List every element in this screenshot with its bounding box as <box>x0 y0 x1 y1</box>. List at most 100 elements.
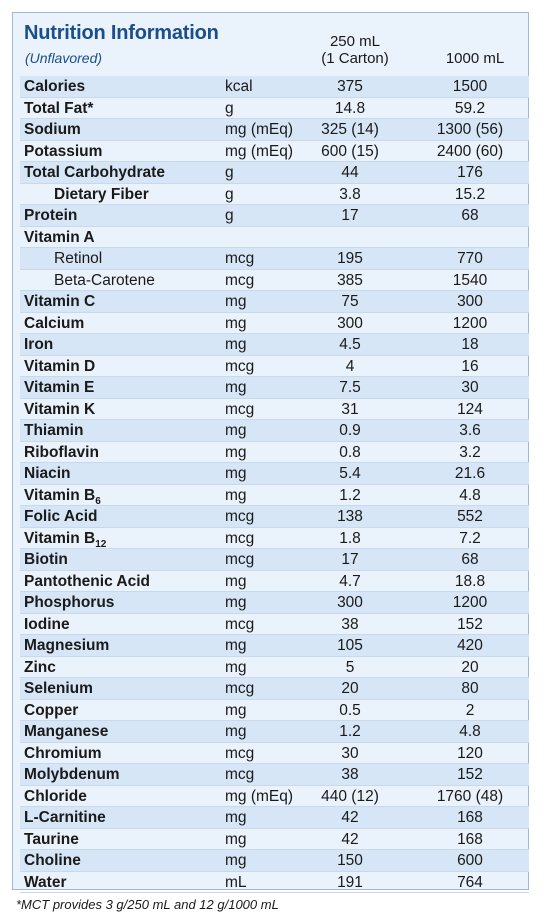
nutrition-table: Calories kcal 375 1500 Total Fat* g 14.8 59.2 So… <box>20 76 529 893</box>
value-1000ml: 18 <box>461 336 479 353</box>
value-1000ml: 764 <box>457 873 483 891</box>
nutrient-unit: mcg <box>225 551 255 568</box>
value-250ml: 4.7 <box>339 572 361 590</box>
nutrient-name: Selenium <box>24 680 93 697</box>
nutrient-unit: mg <box>225 809 247 826</box>
nutrient-unit: mg <box>225 314 247 332</box>
nutrient-name: Copper <box>24 701 79 719</box>
table-row: Vitamin K mcg 31 124 <box>20 399 529 420</box>
nutrient-unit: mg <box>225 486 247 504</box>
nutrient-name: Phosphorus <box>24 594 115 611</box>
value-1000ml: 59.2 <box>454 99 486 117</box>
value-250ml: 44 <box>341 164 359 181</box>
nutrient-unit: mL <box>225 873 247 891</box>
nutrient-unit: mcg <box>225 529 255 547</box>
page-title: Nutrition Information <box>24 22 219 44</box>
table-row: Biotin mcg 17 68 <box>20 549 529 571</box>
table-row: Total Carbohydrate g 44 176 <box>20 162 529 184</box>
table-row: Phosphorus mg 300 1200 <box>20 592 529 614</box>
nutrient-name: Vitamin A <box>24 228 95 246</box>
value-250ml: 4.5 <box>339 336 361 353</box>
value-250ml: 3.8 <box>339 185 361 203</box>
nutrient-unit: mg <box>225 701 247 719</box>
nutrient-name: Biotin <box>24 551 68 568</box>
nutrient-name: Vitamin D <box>24 357 96 375</box>
nutrient-unit: mg <box>225 723 247 740</box>
nutrient-unit: mcg <box>225 508 255 525</box>
table-row: Vitamin C mg 75 300 <box>20 291 529 313</box>
table-row: Thiamin mg 0.9 3.6 <box>20 420 529 442</box>
table-row: Molybdenum mcg 38 152 <box>20 764 529 786</box>
value-250ml: 31 <box>341 400 359 418</box>
table-row: Calcium mg 300 1200 <box>20 313 529 334</box>
value-1000ml: 68 <box>461 207 479 224</box>
value-1000ml: 30 <box>461 379 479 396</box>
table-row: Manganese mg 1.2 4.8 <box>20 721 529 743</box>
nutrient-unit: mg (mEq) <box>225 121 294 138</box>
nutrient-unit: mg <box>225 443 247 461</box>
nutrient-unit: mcg <box>225 766 255 783</box>
nutrient-name: Calories <box>24 78 86 95</box>
value-250ml: 4 <box>345 357 355 375</box>
table-row: Magnesium mg 105 420 <box>20 635 529 657</box>
nutrient-unit: mg <box>225 572 247 590</box>
nutrient-unit: mg <box>225 422 247 439</box>
column-header-1000ml: 1000 mL <box>445 50 505 67</box>
table-row: Potassium mg (mEq) 600 (15) 2400 (60) <box>20 141 529 162</box>
page-subtitle: (Unflavored) <box>25 50 103 66</box>
table-row: Calories kcal 375 1500 <box>20 76 529 98</box>
nutrient-name: Zinc <box>24 658 56 676</box>
value-250ml: 75 <box>341 293 359 310</box>
nutrient-unit: mg <box>225 637 247 654</box>
value-250ml: 0.9 <box>339 422 361 439</box>
footnote: *MCT provides 3 g/250 mL and 12 g/1000 m… <box>16 897 279 912</box>
value-1000ml: 3.2 <box>459 443 481 461</box>
value-250ml: 0.5 <box>339 701 361 719</box>
nutrient-unit: mcg <box>225 744 255 762</box>
nutrient-unit: mg <box>225 293 247 310</box>
nutrient-name: Folic Acid <box>24 508 98 525</box>
value-250ml: 38 <box>341 766 359 783</box>
table-row: Vitamin A <box>20 227 529 248</box>
table-row: Choline mg 150 600 <box>20 850 529 872</box>
nutrition-panel <box>12 12 529 890</box>
value-250ml: 20 <box>341 680 359 697</box>
nutrient-name: Iron <box>24 336 54 353</box>
nutrient-unit: g <box>225 99 234 117</box>
column-header-250ml: 250 mL (1 Carton) <box>300 33 410 67</box>
value-250ml: 600 (15) <box>321 142 379 160</box>
value-250ml: 105 <box>337 637 363 654</box>
value-1000ml: 4.8 <box>459 486 481 504</box>
value-250ml: 7.5 <box>339 379 361 396</box>
nutrient-name: Dietary Fiber <box>54 185 149 203</box>
nutrient-name: Niacin <box>24 465 71 482</box>
table-row: Water mL 191 764 <box>20 872 529 893</box>
table-row: Zinc mg 5 20 <box>20 657 529 678</box>
nutrient-unit: mg <box>225 594 247 611</box>
value-250ml: 1.2 <box>339 486 361 504</box>
table-row: L-Carnitine mg 42 168 <box>20 807 529 829</box>
value-250ml: 14.8 <box>334 99 366 117</box>
nutrient-unit: mcg <box>225 400 255 418</box>
nutrient-name: Iodine <box>24 615 70 633</box>
value-1000ml: 168 <box>457 809 483 826</box>
nutrient-unit: mg <box>225 336 247 353</box>
table-row: Vitamin B6 mg 1.2 4.8 <box>20 485 529 507</box>
nutrient-unit: mg (mEq) <box>225 787 294 805</box>
value-1000ml: 80 <box>461 680 479 697</box>
nutrient-name: Sodium <box>24 121 81 138</box>
value-250ml: 1.8 <box>339 529 361 547</box>
nutrient-name: Vitamin B6 <box>24 486 101 507</box>
nutrient-unit: mcg <box>225 250 255 267</box>
value-1000ml: 3.6 <box>459 422 481 439</box>
nutrient-name: Total Fat* <box>24 99 94 117</box>
table-row: Vitamin E mg 7.5 30 <box>20 377 529 399</box>
nutrient-name: Vitamin B12 <box>24 529 107 550</box>
value-250ml: 1.2 <box>339 723 361 740</box>
table-row: Chromium mcg 30 120 <box>20 743 529 764</box>
table-row: Dietary Fiber g 3.8 15.2 <box>20 184 529 205</box>
value-250ml: 300 <box>337 314 363 332</box>
nutrient-unit: mcg <box>225 271 255 289</box>
table-row: Chloride mg (mEq) 440 (12) 1760 (48) <box>20 786 529 807</box>
nutrient-name: L-Carnitine <box>24 809 106 826</box>
